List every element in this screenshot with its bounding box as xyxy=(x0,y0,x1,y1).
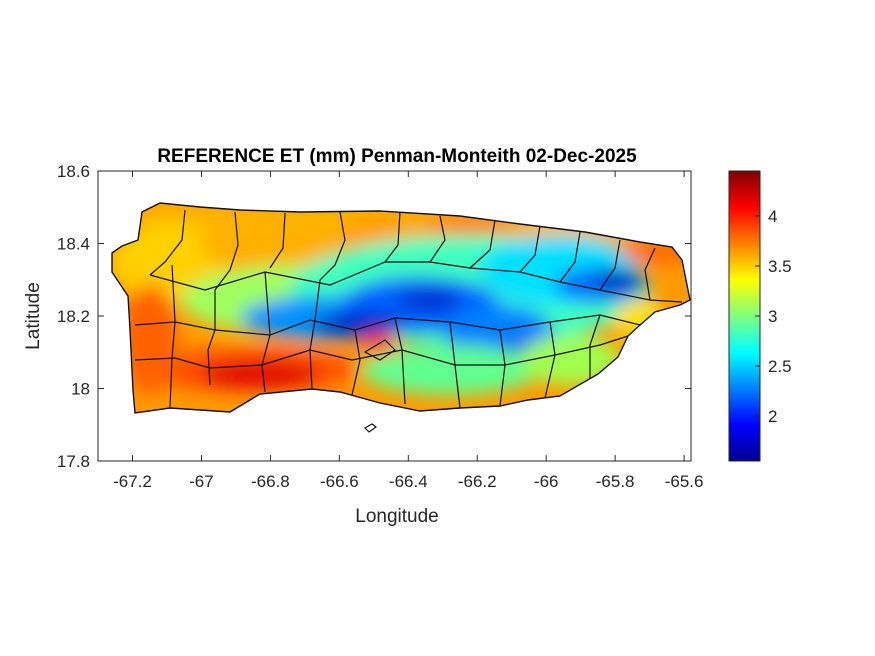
x-tick-label: -66.4 xyxy=(389,472,428,491)
chart-title: REFERENCE ET (mm) Penman-Monteith 02-Dec… xyxy=(157,146,637,167)
colorbar-tick-label: 3 xyxy=(768,307,777,326)
x-tick-label: -66.6 xyxy=(320,472,359,491)
x-tick-label: -65.6 xyxy=(665,472,704,491)
y-tick-label: 18.2 xyxy=(57,307,90,326)
colorbar-tick-label: 3.5 xyxy=(768,257,792,276)
colorbar-tick-label: 2.5 xyxy=(768,357,792,376)
municipality-boundaries xyxy=(111,202,691,414)
x-tick-label: -67 xyxy=(189,472,214,491)
y-tick-label: 18.4 xyxy=(57,235,90,254)
x-axis-label: Longitude xyxy=(355,506,438,527)
x-tick-label: -66.8 xyxy=(251,472,290,491)
x-tick-label: -65.8 xyxy=(596,472,635,491)
y-axis: 18.6 18.4 18.2 18 17.8 xyxy=(57,162,691,471)
colorbar-tick-label: 4 xyxy=(768,207,777,226)
y-tick-label: 18 xyxy=(71,380,90,399)
y-tick-label: 17.8 xyxy=(57,452,90,471)
colorbar-ticks: 2 2.5 3 3.5 4 xyxy=(755,207,792,426)
small-island-outline xyxy=(364,423,378,433)
colorbar xyxy=(728,170,761,462)
y-axis-label: Latitude xyxy=(23,282,44,350)
x-tick-label: -66 xyxy=(534,472,559,491)
y-tick-label: 18.6 xyxy=(57,162,90,181)
colorbar-tick-label: 2 xyxy=(768,407,777,426)
et-raster xyxy=(112,203,690,413)
x-tick-label: -67.2 xyxy=(113,472,152,491)
x-tick-label: -66.2 xyxy=(458,472,497,491)
x-axis: -67.2 -67 -66.8 -66.6 -66.4 -66.2 -66 -65.8 -65.… xyxy=(113,171,703,491)
